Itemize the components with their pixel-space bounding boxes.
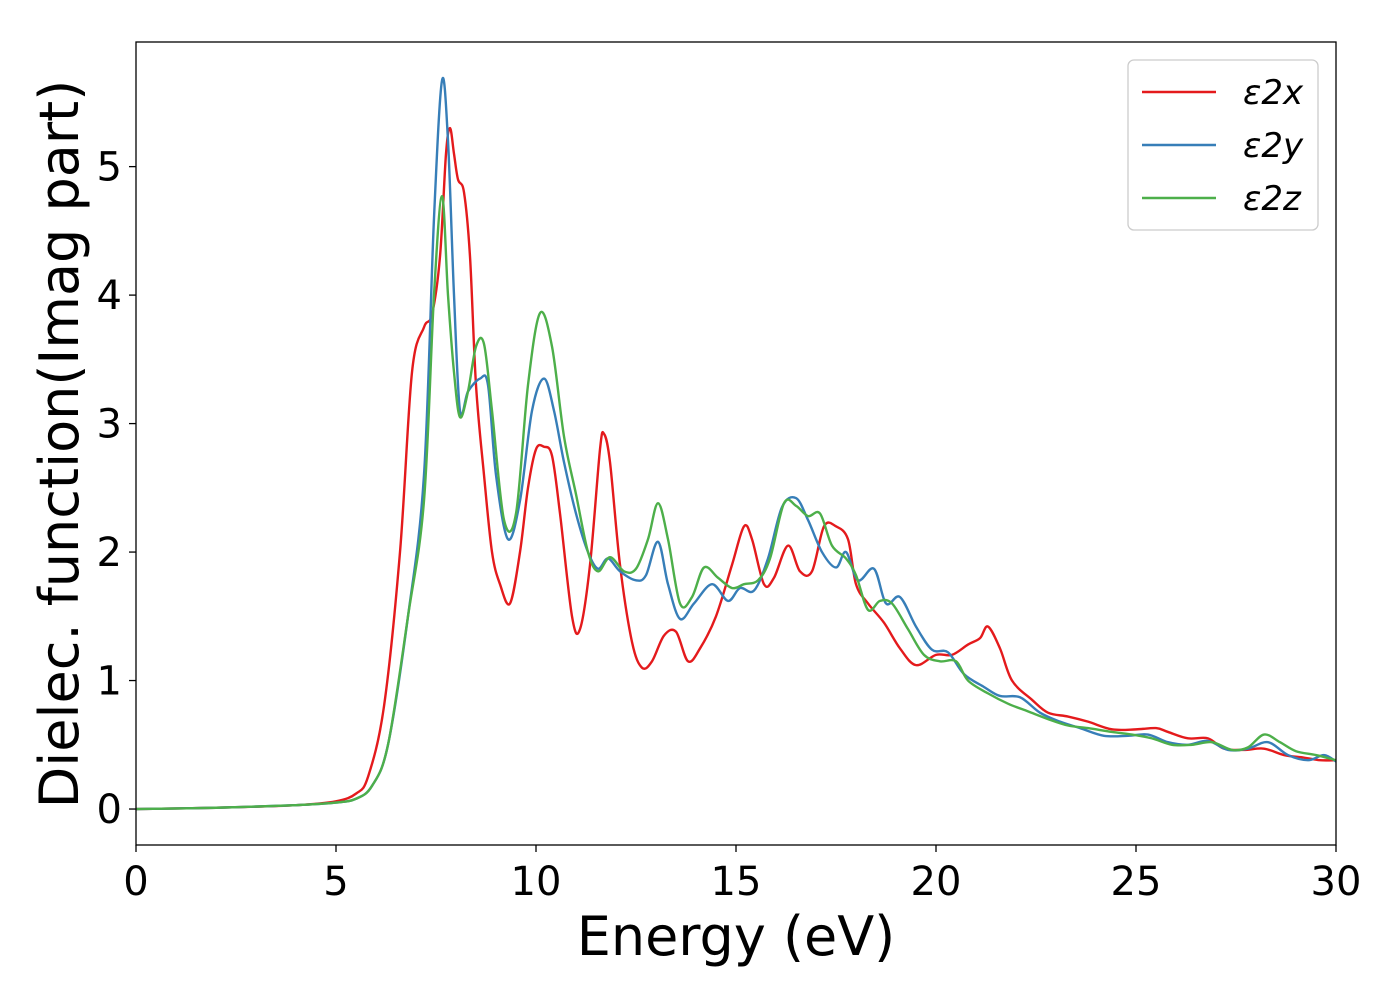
series-line-1 (135, 126, 1337, 811)
y-tick-label: 1 (97, 659, 122, 705)
y-tick-label: 3 (97, 402, 122, 448)
x-tick-label: 10 (511, 859, 562, 905)
x-axis-label: Energy (eV) (577, 905, 896, 968)
y-tick-label: 4 (97, 273, 122, 319)
y-axis-ticks: 0 1 2 3 4 5 (97, 145, 136, 833)
series-layer (135, 76, 1337, 811)
legend: ε2x ε2y ε2z (1127, 59, 1319, 231)
legend-label-2: ε2y (1243, 126, 1304, 166)
series-line-3 (135, 194, 1337, 811)
legend-box (1127, 59, 1319, 231)
x-axis-ticks: 0 5 10 15 20 25 30 (123, 845, 1361, 905)
x-tick-label: 15 (711, 859, 762, 905)
x-tick-label: 25 (1111, 859, 1162, 905)
y-tick-label: 0 (97, 787, 122, 833)
y-tick-label: 5 (97, 145, 122, 191)
x-tick-label: 20 (911, 859, 962, 905)
legend-label-1: ε2x (1243, 73, 1304, 113)
x-tick-label: 0 (123, 859, 148, 905)
legend-label-3: ε2z (1243, 179, 1302, 219)
x-tick-label: 5 (323, 859, 348, 905)
x-tick-label: 30 (1311, 859, 1362, 905)
y-axis-label: Dielec. function(Imag part) (28, 80, 91, 809)
series-line-2 (135, 76, 1337, 811)
y-tick-label: 2 (97, 530, 122, 576)
